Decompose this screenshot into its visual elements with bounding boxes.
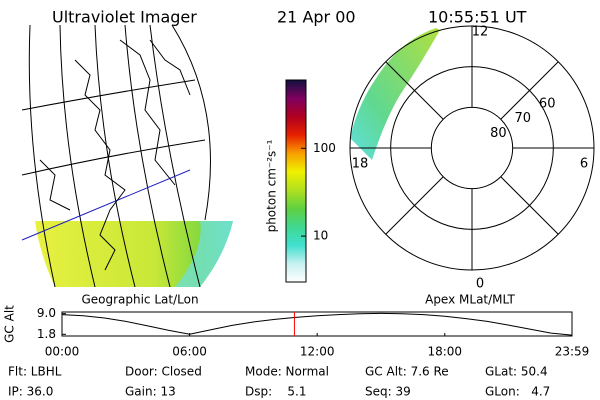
altitude-plot: Geographic Lat/Lon 00:00 06:00 12:00 18:00 23…	[3, 293, 590, 359]
status-field: GC Alt: 7.6 Re	[365, 365, 449, 379]
x-tick-label: 12:00	[300, 345, 335, 359]
x-tick-label: 23:59	[555, 345, 590, 359]
colorbar-label: photon cm⁻²s⁻¹	[265, 139, 279, 232]
date: 21 Apr 00	[277, 8, 356, 27]
status-field: GLon: 4.7	[485, 385, 550, 399]
colorbar: 10 100 photon cm⁻²s⁻¹	[265, 79, 336, 283]
map-title: Geographic Lat/Lon	[81, 293, 198, 307]
latitude-label: 80	[490, 126, 507, 141]
time: 10:55:51 UT	[428, 8, 527, 27]
latitude-label: 70	[515, 111, 532, 126]
x-tick-label: 18:00	[427, 345, 462, 359]
y-axis-label: GC Alt	[3, 305, 17, 343]
status-field: GLat: 50.4	[485, 365, 548, 379]
colorbar-tick-label: 10	[313, 229, 328, 243]
status-field: IP: 36.0	[8, 385, 53, 399]
latitude-ring	[430, 106, 514, 190]
mlt-label: 6	[580, 157, 588, 172]
status-footer: Flt: LBHL Door: Closed Mode: Normal GC Alt:…	[8, 365, 550, 399]
mlt-spoke	[500, 61, 559, 120]
auroral-patch	[350, 28, 440, 160]
latitude-label: 60	[539, 97, 556, 112]
mlt-label: 12	[472, 25, 489, 40]
geographic-map	[21, 25, 233, 287]
polar-plot: Apex MLat/MLT 80 70 60 0 6 12 18	[349, 25, 595, 307]
status-field: Seq: 39	[365, 385, 411, 399]
mlt-label: 18	[352, 157, 369, 172]
status-field: Gain: 13	[125, 385, 176, 399]
colorbar-scale	[285, 79, 307, 283]
status-field: Flt: LBHL	[8, 365, 62, 379]
x-tick-label: 00:00	[45, 345, 80, 359]
y-tick-label: 9.0	[37, 306, 56, 320]
status-field: Mode: Normal	[245, 365, 329, 379]
mlt-spoke	[385, 61, 444, 120]
status-field: Dsp: 5.1	[245, 385, 307, 399]
colorbar-tick-label: 100	[313, 141, 336, 155]
x-tick-label: 06:00	[172, 345, 207, 359]
y-tick-label: 1.8	[37, 327, 56, 341]
status-field: Door: Closed	[125, 365, 202, 379]
mlt-label: 0	[476, 277, 484, 292]
instrument-title: Ultraviolet Imager	[52, 8, 197, 27]
mlt-spoke	[500, 176, 559, 235]
mlt-spoke	[385, 176, 444, 235]
altitude-line	[61, 312, 573, 336]
polar-title: Apex MLat/MLT	[425, 293, 515, 307]
